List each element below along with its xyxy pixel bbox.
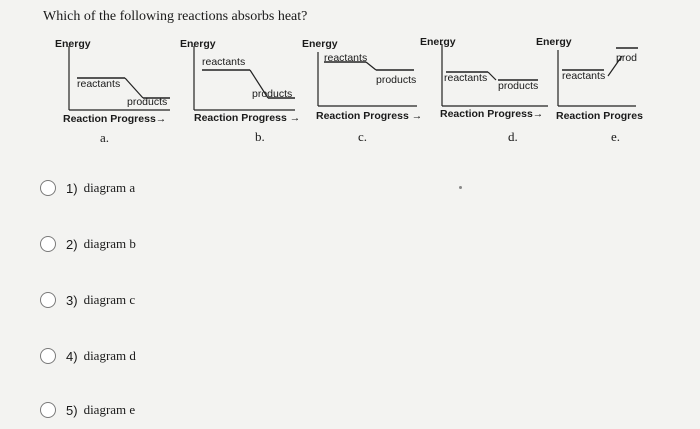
x-axis-label: Reaction Progress→ <box>440 108 544 120</box>
energy-label: Energy <box>536 36 572 48</box>
diagram-b-axes <box>193 46 295 111</box>
diagram-a: Energy reactants products Reaction Progr… <box>55 30 175 160</box>
diagram-b: Energy reactants products Reaction Progr… <box>180 30 300 160</box>
x-axis-label: Reaction Progress→ <box>63 113 167 125</box>
option-diagram-b[interactable]: 2) diagram b <box>40 234 240 254</box>
diagram-letter: e. <box>611 129 621 144</box>
energy-label: Energy <box>55 38 91 50</box>
option-label: diagram b <box>83 236 136 251</box>
option-diagram-d[interactable]: 4) diagram d <box>40 346 240 366</box>
option-number: 5) <box>66 402 78 418</box>
products-label: products <box>498 80 539 92</box>
option-diagram-a[interactable]: 1) diagram a <box>40 178 240 198</box>
option-number: 1) <box>66 180 78 196</box>
diagram-e: Energy reactants prod Reaction Progres e… <box>536 30 700 160</box>
reactants-label: reactants <box>324 52 368 64</box>
diagram-d-axes <box>441 44 548 107</box>
x-axis-label: Reaction Progres <box>556 110 643 122</box>
diagram-a-axes <box>68 46 170 111</box>
diagram-letter: a. <box>100 130 110 145</box>
diagram-c: Energy reactants products Reaction Progr… <box>302 30 422 160</box>
products-label: prod <box>616 52 638 64</box>
reactants-label: reactants <box>202 56 246 68</box>
x-axis-label: Reaction Progress → <box>316 110 423 122</box>
radio-button[interactable] <box>40 180 56 196</box>
option-number: 3) <box>66 292 78 308</box>
option-diagram-e[interactable]: 5) diagram e <box>40 400 240 420</box>
diagram-letter: d. <box>508 129 518 144</box>
diagram-e-axes <box>557 47 638 107</box>
option-diagram-c[interactable]: 3) diagram c <box>40 290 240 310</box>
option-label: diagram e <box>83 402 136 417</box>
radio-button[interactable] <box>40 402 56 418</box>
energy-label: Energy <box>302 38 338 50</box>
x-axis-label: Reaction Progress → <box>194 112 301 124</box>
question-text: Which of the following reactions absorbs… <box>43 9 308 24</box>
products-label: products <box>252 88 293 100</box>
reactants-label: reactants <box>444 72 488 84</box>
radio-button[interactable] <box>40 292 56 308</box>
diagram-letter: b. <box>255 129 265 144</box>
option-label: diagram d <box>83 348 136 363</box>
energy-label: Energy <box>420 36 456 48</box>
option-number: 2) <box>66 236 78 252</box>
reactants-label: reactants <box>562 70 606 82</box>
option-label: diagram a <box>83 180 136 195</box>
stray-dot <box>459 186 462 189</box>
products-label: products <box>376 74 417 86</box>
energy-diagrams: Energy reactants products Reaction Progr… <box>0 30 700 160</box>
radio-button[interactable] <box>40 348 56 364</box>
diagram-letter: c. <box>358 129 368 144</box>
diagram-c-axes <box>317 52 417 107</box>
reactants-label: reactants <box>77 78 121 90</box>
option-label: diagram c <box>83 292 136 307</box>
option-number: 4) <box>66 348 78 364</box>
diagram-d: Energy reactants products Reaction Progr… <box>420 30 553 160</box>
radio-button[interactable] <box>40 236 56 252</box>
energy-label: Energy <box>180 38 216 50</box>
products-label: products <box>127 96 168 108</box>
